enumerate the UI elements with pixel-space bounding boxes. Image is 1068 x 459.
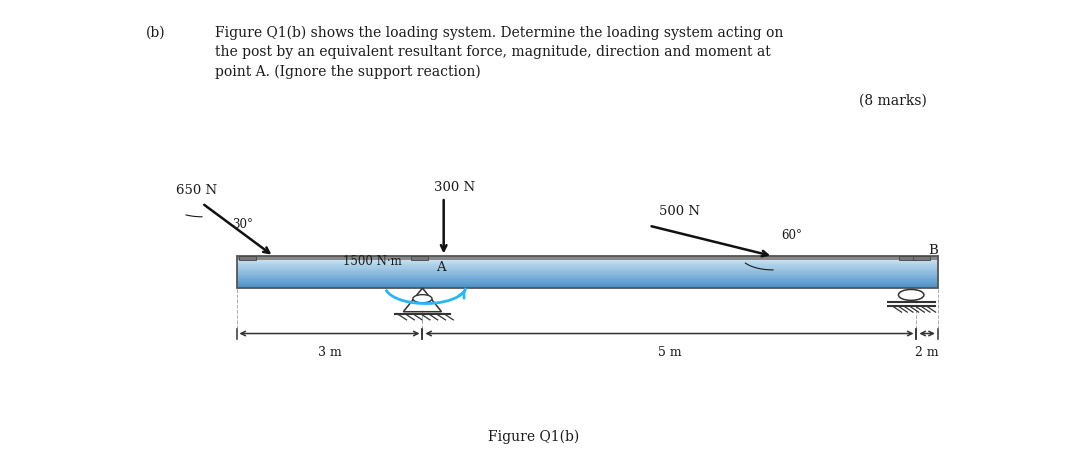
- Bar: [236, 285, 938, 287]
- Bar: [236, 275, 938, 277]
- Bar: [899, 256, 916, 260]
- Bar: [236, 261, 938, 263]
- Bar: [411, 256, 428, 260]
- Bar: [236, 272, 938, 273]
- Bar: [236, 285, 938, 286]
- Bar: [236, 262, 938, 264]
- Bar: [236, 264, 938, 266]
- Circle shape: [898, 290, 924, 301]
- Bar: [236, 273, 938, 274]
- Bar: [236, 277, 938, 279]
- Text: 300 N: 300 N: [434, 180, 475, 193]
- Bar: [236, 280, 938, 281]
- Bar: [236, 257, 938, 288]
- Bar: [236, 274, 938, 275]
- Bar: [236, 268, 938, 270]
- Text: 5 m: 5 m: [658, 345, 681, 358]
- Bar: [236, 276, 938, 278]
- Bar: [236, 269, 938, 271]
- Text: 500 N: 500 N: [659, 204, 701, 217]
- Bar: [236, 257, 938, 260]
- Text: (b): (b): [146, 25, 166, 39]
- Text: 30°: 30°: [232, 218, 253, 230]
- Bar: [236, 282, 938, 284]
- Bar: [236, 281, 938, 283]
- Circle shape: [413, 295, 431, 303]
- Text: 1500 N·m: 1500 N·m: [343, 254, 402, 268]
- Bar: [236, 279, 938, 280]
- Text: 60°: 60°: [782, 229, 802, 241]
- Bar: [238, 256, 255, 260]
- Polygon shape: [404, 288, 441, 312]
- Text: 2 m: 2 m: [915, 345, 939, 358]
- Bar: [913, 256, 930, 260]
- Bar: [236, 257, 938, 261]
- Text: (8 marks): (8 marks): [860, 94, 927, 107]
- Bar: [236, 267, 938, 269]
- Text: B: B: [928, 243, 938, 257]
- Text: A: A: [436, 260, 445, 273]
- Bar: [236, 260, 938, 262]
- Bar: [236, 270, 938, 272]
- Bar: [236, 283, 938, 285]
- Text: Figure Q1(b): Figure Q1(b): [488, 428, 580, 442]
- Text: Figure Q1(b) shows the loading system. Determine the loading system acting on
th: Figure Q1(b) shows the loading system. D…: [216, 25, 784, 79]
- Text: 3 m: 3 m: [317, 345, 342, 358]
- Text: 650 N: 650 N: [176, 184, 217, 197]
- Bar: [236, 266, 938, 267]
- Bar: [236, 263, 938, 265]
- Bar: [236, 287, 938, 288]
